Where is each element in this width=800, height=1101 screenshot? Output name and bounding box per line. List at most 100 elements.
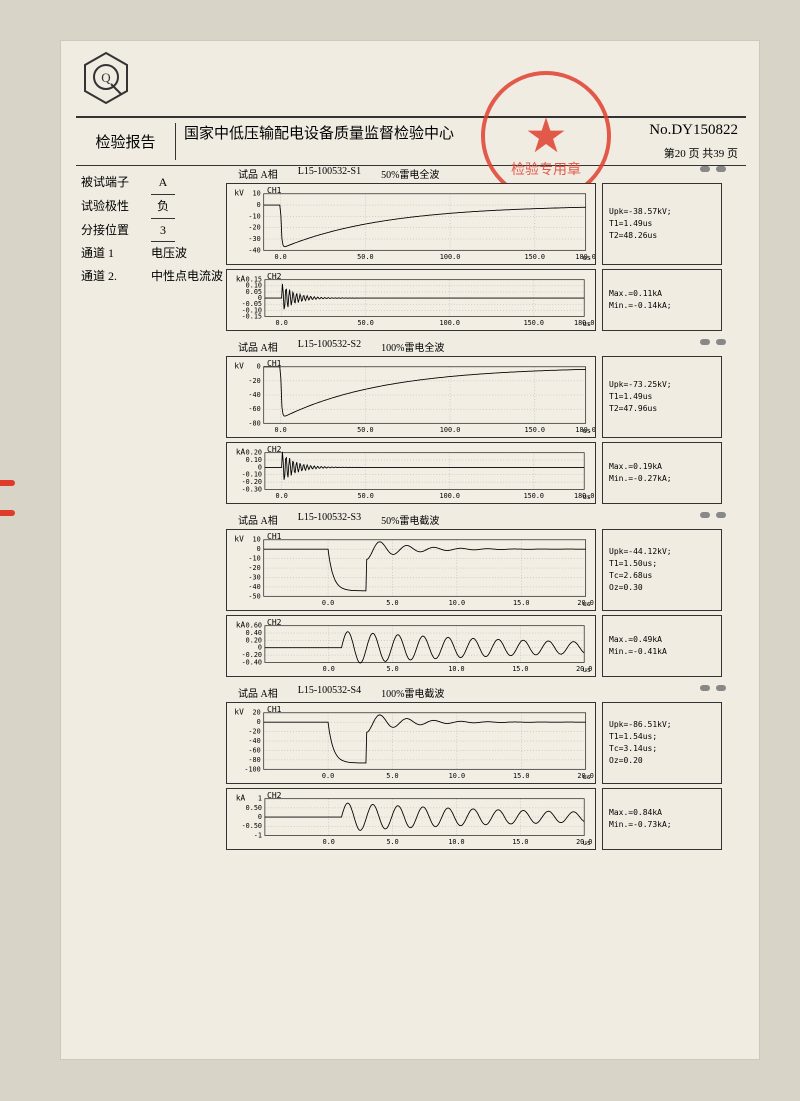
svg-text:kV: kV	[234, 362, 244, 371]
page-indicator: 第20 页 共39 页	[184, 145, 738, 161]
group-title: 试品 A相L15-100532-S4100%雷电截波	[226, 685, 736, 700]
svg-text:150.0: 150.0	[524, 319, 544, 327]
svg-text:15.0: 15.0	[513, 599, 529, 607]
svg-text:50.0: 50.0	[357, 253, 373, 261]
ch2-plot: 10.500-0.50-10.05.010.015.020.0kACH2us	[226, 788, 596, 850]
svg-text:0.0: 0.0	[323, 665, 335, 673]
plot-info: Max.=0.11kAMin.=-0.14kA;	[602, 269, 722, 331]
svg-text:0: 0	[257, 545, 261, 553]
svg-text:50.0: 50.0	[357, 426, 373, 434]
svg-text:-30: -30	[248, 573, 260, 581]
meta-row: 通道 1电压波	[81, 242, 223, 265]
ch2-plot: 0.200.100-0.10-0.20-0.300.050.0100.0150.…	[226, 442, 596, 504]
svg-text:100.0: 100.0	[440, 426, 461, 434]
group-title: 试品 A相L15-100532-S2100%雷电全波	[226, 339, 736, 354]
header-bar: 检验报告 国家中低压输配电设备质量监督检验中心 No.DY150822 第20 …	[76, 116, 746, 166]
svg-text:50.0: 50.0	[358, 319, 374, 327]
svg-text:0.0: 0.0	[274, 253, 286, 261]
svg-text:kV: kV	[234, 708, 244, 717]
svg-text:100.0: 100.0	[440, 253, 461, 261]
doc-no: No.DY150822	[649, 122, 738, 143]
report-label: 检验报告	[76, 123, 176, 160]
svg-text:-50: -50	[248, 592, 260, 600]
group-title: 试品 A相L15-100532-S150%雷电全波	[226, 166, 736, 181]
svg-text:-60: -60	[248, 746, 260, 754]
svg-text:5.0: 5.0	[386, 599, 398, 607]
svg-text:50.0: 50.0	[358, 492, 374, 500]
svg-text:kA: kA	[236, 794, 246, 803]
svg-text:10.0: 10.0	[448, 838, 464, 846]
chart-group: 试品 A相L15-100532-S2100%雷电全波0-20-40-60-800…	[226, 339, 736, 504]
svg-text:10: 10	[253, 536, 261, 544]
svg-text:100.0: 100.0	[440, 319, 460, 327]
ch1-plot: 100-10-20-30-400.050.0100.0150.0180.0kVC…	[226, 183, 596, 265]
plot-info: Upk=-86.51kV;T1=1.54us;Tc=3.14us;Oz=0.20	[602, 702, 722, 784]
chart-group: 试品 A相L15-100532-S150%雷电全波100-10-20-30-40…	[226, 166, 736, 331]
svg-text:1: 1	[258, 795, 262, 803]
meta-row: 被试端子A	[81, 171, 223, 195]
svg-text:150.0: 150.0	[525, 253, 546, 261]
svg-text:0: 0	[257, 718, 261, 726]
svg-text:kA: kA	[236, 621, 246, 630]
svg-text:0.0: 0.0	[322, 599, 334, 607]
ch1-plot: 0-20-40-60-800.050.0100.0150.0180.0kVCH1…	[226, 356, 596, 438]
svg-text:0.0: 0.0	[276, 492, 288, 500]
svg-text:0: 0	[258, 813, 262, 821]
svg-text:100.0: 100.0	[440, 492, 460, 500]
svg-text:-20: -20	[248, 224, 260, 232]
svg-text:-80: -80	[248, 756, 260, 764]
svg-text:-80: -80	[248, 419, 260, 427]
svg-text:-20: -20	[248, 728, 260, 736]
plot-info: Upk=-44.12kV;T1=1.50us;Tc=2.68usOz=0.30	[602, 529, 722, 611]
svg-text:5.0: 5.0	[386, 838, 398, 846]
svg-text:kA: kA	[236, 448, 246, 457]
ch2-plot: 0.150.100.050-0.05-0.10-0.150.050.0100.0…	[226, 269, 596, 331]
meta-row: 通道 2.中性点电流波	[81, 265, 223, 288]
svg-text:-0.50: -0.50	[242, 822, 262, 830]
center-name: 国家中低压输配电设备质量监督检验中心	[184, 122, 454, 143]
chart-group: 试品 A相L15-100532-S4100%雷电截波200-20-40-60-8…	[226, 685, 736, 850]
svg-text:10: 10	[253, 190, 261, 198]
svg-text:-60: -60	[248, 405, 260, 413]
plot-info: Max.=0.19kAMin.=-0.27kA;	[602, 442, 722, 504]
svg-text:10.0: 10.0	[449, 772, 465, 780]
svg-text:0.0: 0.0	[276, 319, 288, 327]
svg-text:150.0: 150.0	[525, 426, 546, 434]
plot-info: Max.=0.49kAMin.=-0.41kA	[602, 615, 722, 677]
svg-text:150.0: 150.0	[524, 492, 544, 500]
meta-row: 分接位置3	[81, 219, 223, 243]
svg-text:0: 0	[257, 201, 261, 209]
svg-text:-1: -1	[254, 831, 262, 839]
svg-text:20: 20	[253, 709, 261, 717]
plot-info: Upk=-73.25kV;T1=1.49usT2=47.96us	[602, 356, 722, 438]
qg-logo: Q	[81, 51, 131, 106]
plot-info: Upk=-38.57kV;T1=1.49usT2=48.26us	[602, 183, 722, 265]
svg-text:kV: kV	[234, 535, 244, 544]
svg-text:0.0: 0.0	[274, 426, 286, 434]
svg-text:0.0: 0.0	[322, 772, 334, 780]
report-page: Q 检验报告 国家中低压输配电设备质量监督检验中心 No.DY150822 第2…	[60, 40, 760, 1060]
svg-text:10.0: 10.0	[448, 665, 464, 673]
svg-text:-20: -20	[248, 564, 260, 572]
svg-text:15.0: 15.0	[513, 772, 529, 780]
svg-text:10.0: 10.0	[449, 599, 465, 607]
test-meta: 被试端子A试验极性负分接位置3通道 1电压波通道 2.中性点电流波	[81, 171, 223, 288]
plot-info: Max.=0.84kAMin.=-0.73kA;	[602, 788, 722, 850]
meta-row: 试验极性负	[81, 195, 223, 219]
ch2-plot: 0.600.400.200-0.20-0.400.05.010.015.020.…	[226, 615, 596, 677]
svg-text:-40: -40	[248, 737, 260, 745]
svg-text:-40: -40	[248, 391, 260, 399]
svg-text:-0.40: -0.40	[242, 658, 262, 666]
svg-text:5.0: 5.0	[386, 665, 398, 673]
svg-text:kA: kA	[236, 275, 246, 284]
svg-text:-0.15: -0.15	[242, 312, 262, 320]
chart-group: 试品 A相L15-100532-S350%雷电截波100-10-20-30-40…	[226, 512, 736, 677]
charts-area: 试品 A相L15-100532-S150%雷电全波100-10-20-30-40…	[226, 166, 736, 858]
svg-text:5.0: 5.0	[386, 772, 398, 780]
ch1-plot: 200-20-40-60-80-1000.05.010.015.020.0kVC…	[226, 702, 596, 784]
svg-text:-30: -30	[248, 235, 260, 243]
ch1-plot: 100-10-20-30-40-500.05.010.015.020.0kVCH…	[226, 529, 596, 611]
svg-text:0: 0	[257, 363, 261, 371]
svg-text:-40: -40	[248, 583, 260, 591]
svg-text:-0.30: -0.30	[242, 485, 262, 493]
